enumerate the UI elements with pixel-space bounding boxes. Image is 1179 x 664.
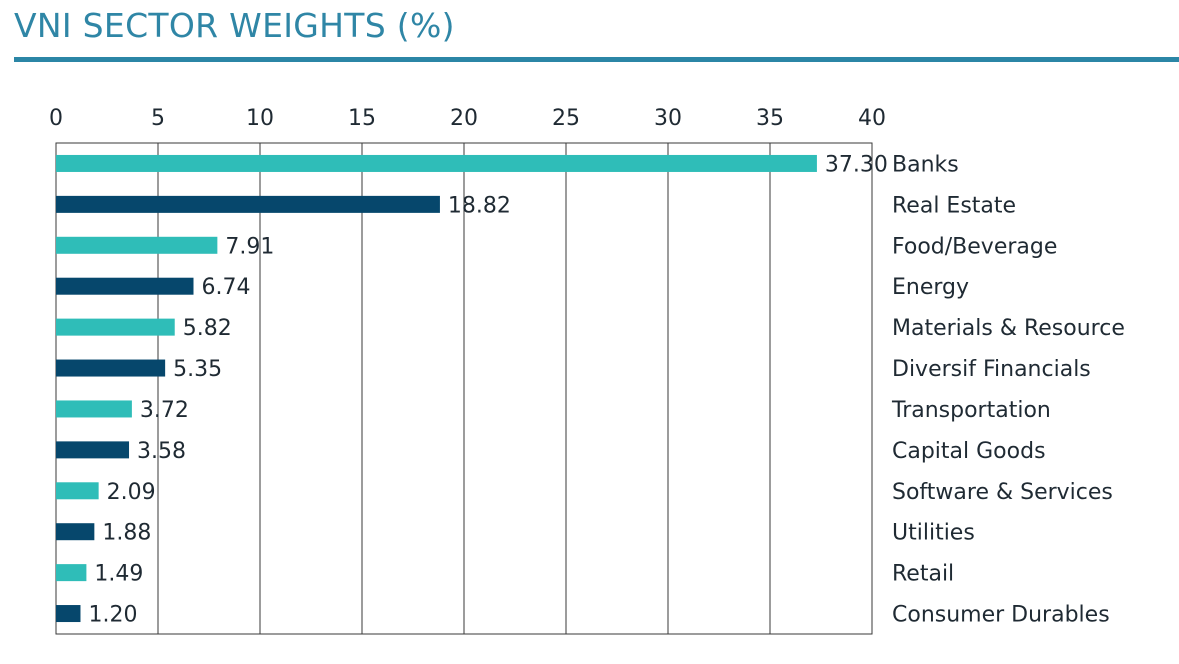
bar [56,359,166,377]
bar [56,400,132,418]
x-tick-label: 0 [49,106,63,131]
x-tick-label: 30 [654,106,682,131]
category-label: Capital Goods [892,439,1046,464]
bar [56,564,87,582]
category-label: Real Estate [892,193,1016,218]
category-label: Banks [892,152,959,177]
category-label: Utilities [892,521,975,546]
category-label: Transportation [891,398,1051,423]
value-label: 6.74 [201,275,250,300]
value-label: 7.91 [225,234,274,259]
value-label: 1.49 [94,562,143,587]
bar [56,605,81,623]
category-label: Food/Beverage [892,234,1057,259]
x-tick-label: 15 [348,106,376,131]
category-label: Retail [892,562,954,587]
bar [56,236,218,254]
category-label: Software & Services [892,480,1113,505]
value-label: 5.35 [173,357,222,382]
value-label: 5.82 [183,316,232,341]
value-label: 18.82 [448,193,511,218]
value-label: 3.58 [137,439,186,464]
x-tick-label: 25 [552,106,580,131]
category-label: Materials & Resource [892,316,1125,341]
category-label: Diversif Financials [892,357,1091,382]
bar [56,523,95,541]
x-tick-label: 10 [246,106,274,131]
x-tick-label: 20 [450,106,478,131]
bar [56,441,130,459]
x-tick-label: 5 [151,106,165,131]
bar [56,482,99,500]
bar [56,154,817,172]
value-label: 2.09 [107,480,156,505]
chart-title: VNI SECTOR WEIGHTS (%) [14,6,455,45]
value-label: 1.20 [88,603,137,628]
category-label: Energy [892,275,969,300]
title-rule [14,57,1179,62]
bar [56,195,440,213]
value-label: 3.72 [140,398,189,423]
value-label: 37.30 [825,152,888,177]
bar [56,277,194,295]
value-label: 1.88 [102,521,151,546]
x-tick-label: 35 [756,106,784,131]
bar [56,318,175,336]
x-tick-label: 40 [858,106,886,131]
category-label: Consumer Durables [892,603,1110,628]
